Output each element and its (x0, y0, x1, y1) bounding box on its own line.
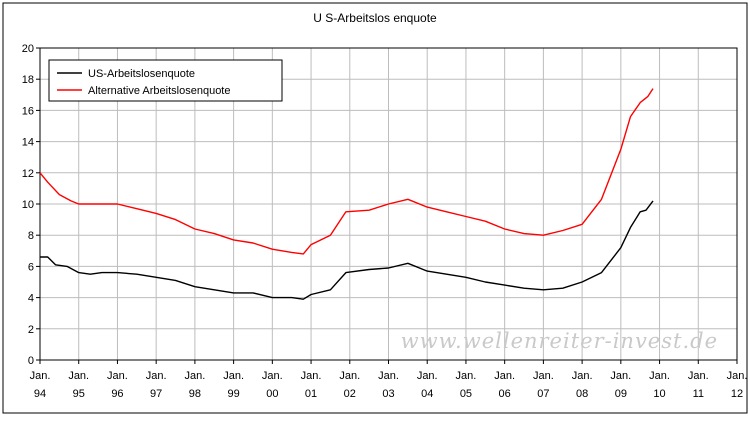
x-tick-label-month: Jan. (378, 370, 399, 382)
x-tick-label-year: 08 (576, 388, 588, 400)
x-tick-label-year: 12 (731, 388, 743, 400)
y-tick-label: 4 (28, 293, 34, 305)
y-tick-label: 2 (28, 324, 34, 336)
y-tick-label: 6 (28, 261, 34, 273)
x-tick-label-month: Jan. (610, 370, 631, 382)
x-tick-label-month: Jan. (649, 370, 670, 382)
x-tick-label-month: Jan. (456, 370, 477, 382)
x-tick-label-month: Jan. (184, 370, 205, 382)
x-tick-label-month: Jan. (417, 370, 438, 382)
x-tick-label-month: Jan. (494, 370, 515, 382)
x-tick-label-month: Jan. (572, 370, 593, 382)
x-tick-label-year: 00 (266, 388, 278, 400)
legend-box (48, 59, 283, 102)
legend-label-us: US-Arbeitslosenquote (88, 68, 195, 80)
series-layer (39, 88, 654, 300)
x-tick-label-year: 04 (421, 388, 433, 400)
x-tick-label-month: Jan. (146, 370, 167, 382)
x-tick-label-year: 05 (460, 388, 472, 400)
y-tick-label: 10 (22, 199, 34, 211)
x-tick-label-year: 98 (189, 388, 201, 400)
chart-frame (2, 2, 748, 414)
y-tick-label: 0 (28, 355, 34, 367)
x-tick-label-month: Jan. (533, 370, 554, 382)
x-tick-label-month: Jan. (262, 370, 283, 382)
x-tick-label-year: 99 (227, 388, 239, 400)
x-tick-label-year: 03 (382, 388, 394, 400)
x-tick-label-month: Jan. (339, 370, 360, 382)
x-tick-label-year: 02 (344, 388, 356, 400)
x-tick-label-month: Jan. (107, 370, 128, 382)
chart-title: U S-Arbeitslos enquote (313, 11, 437, 25)
x-tick-label-year: 09 (615, 388, 627, 400)
y-tick-label: 20 (22, 43, 34, 55)
x-tick-label-month: Jan. (727, 370, 748, 382)
series-line-alternative-arbeitslosenquote (39, 88, 654, 255)
y-tick-label: 8 (28, 230, 34, 242)
series-line-us-arbeitslosenquote (40, 200, 654, 300)
y-tick-label: 14 (22, 137, 34, 149)
x-tick-label-month: Jan. (688, 370, 709, 382)
y-tick-label: 12 (22, 168, 34, 180)
y-axis: 0 2 4 6 8 10 12 14 16 18 20 (22, 43, 40, 367)
legend: US-Arbeitslosenquote Alternative Arbeits… (48, 59, 283, 102)
legend-label-alternative: Alternative Arbeitslosenquote (88, 85, 230, 97)
x-tick-label-year: 95 (73, 388, 85, 400)
x-tick-label-year: 10 (653, 388, 665, 400)
y-tick-label: 18 (22, 74, 34, 86)
x-tick-label-year: 06 (499, 388, 511, 400)
x-tick-label-year: 01 (305, 388, 317, 400)
x-tick-label-month: Jan. (68, 370, 89, 382)
x-axis: Jan. 94 Jan. 95 Jan. 96 Jan. 97 Jan. 98 Jan. 99 Jan.… (30, 360, 748, 400)
x-tick-label-year: 97 (150, 388, 162, 400)
x-tick-label-year: 94 (34, 388, 46, 400)
watermark: www.wellenreiter-invest.de (401, 329, 718, 353)
x-tick-label-year: 07 (537, 388, 549, 400)
x-tick-label-month: Jan. (223, 370, 244, 382)
x-tick-label-year: 11 (693, 388, 704, 400)
x-tick-label-month: Jan. (30, 370, 51, 382)
x-tick-label-year: 96 (111, 388, 123, 400)
x-tick-label-month: Jan. (301, 370, 322, 382)
y-tick-label: 16 (22, 105, 34, 117)
